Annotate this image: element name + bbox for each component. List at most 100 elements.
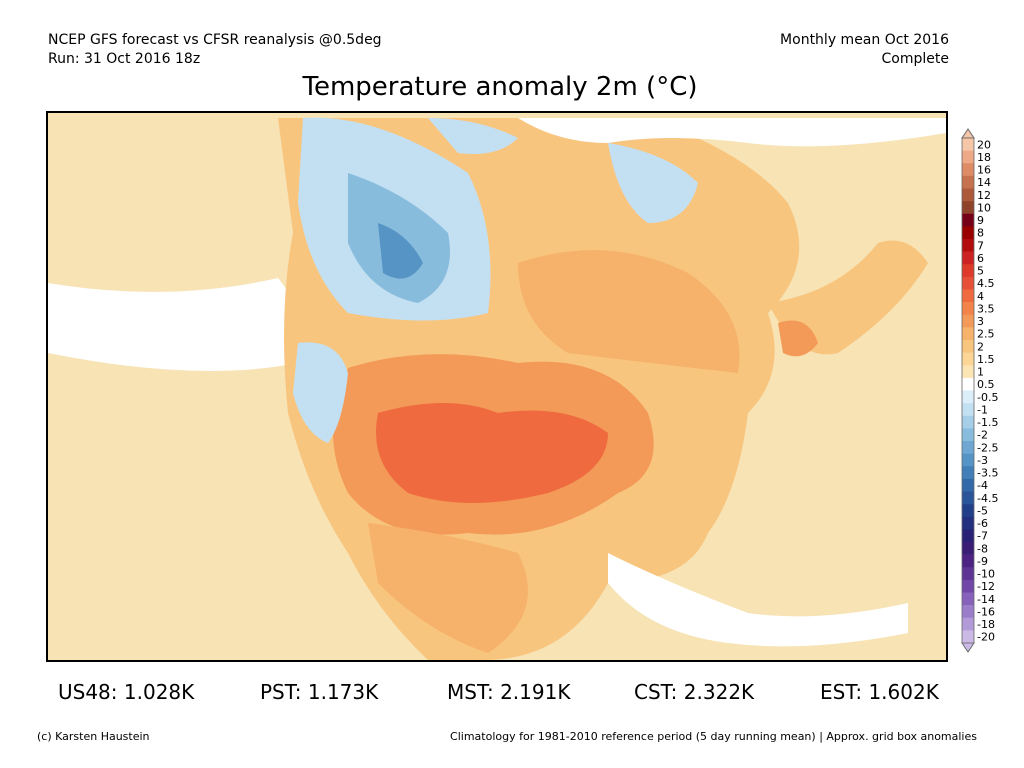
colorbar-swatch <box>962 302 974 316</box>
colorbar-label: 9 <box>977 214 984 227</box>
colorbar-label: -2.5 <box>977 441 998 454</box>
colorbar-swatch <box>962 314 974 328</box>
colorbar-swatch <box>962 403 974 417</box>
colorbar-swatch <box>962 516 974 530</box>
status-text: Complete <box>881 51 949 67</box>
header-left: NCEP GFS forecast vs CFSR reanalysis @0.… <box>48 31 382 69</box>
colorbar-label: -7 <box>977 530 988 543</box>
colorbar-swatch <box>962 264 974 278</box>
colorbar-swatch <box>962 478 974 492</box>
stat-label: CST: <box>634 680 678 704</box>
colorbar-swatch <box>962 491 974 505</box>
stat-est: EST: 1.602K <box>820 679 939 705</box>
colorbar-swatch <box>962 163 974 177</box>
map-title: Temperature anomaly 2m (°C) <box>302 72 698 102</box>
colorbar-label: 8 <box>977 227 984 240</box>
stat-value: 1.028K <box>123 680 195 704</box>
colorbar-swatch <box>962 529 974 543</box>
stat-mst: MST: 2.191K <box>447 679 570 705</box>
colorbar-swatch <box>962 327 974 341</box>
colorbar-label: 14 <box>977 176 991 189</box>
colorbar-label: -5 <box>977 504 988 517</box>
colorbar-label: 7 <box>977 239 984 252</box>
colorbar-swatch <box>962 453 974 467</box>
period-text: Monthly mean Oct 2016 <box>780 32 949 48</box>
colorbar-label: 1 <box>977 366 984 379</box>
colorbar-swatch <box>962 605 974 619</box>
colorbar-label: -14 <box>977 593 995 606</box>
colorbar-label: -4 <box>977 479 988 492</box>
colorbar-swatch <box>962 213 974 227</box>
colorbar-label: 3 <box>977 315 984 328</box>
source-text: NCEP GFS forecast vs CFSR reanalysis @0.… <box>48 32 382 48</box>
colorbar-label: 3.5 <box>977 302 995 315</box>
colorbar-label: -1 <box>977 403 988 416</box>
colorbar-swatch <box>962 466 974 480</box>
colorbar-swatch <box>962 617 974 631</box>
colorbar-label: -20 <box>977 631 995 644</box>
colorbar-swatch <box>962 554 974 568</box>
colorbar-swatch <box>962 504 974 518</box>
colorbar-swatch <box>962 289 974 303</box>
stat-label: US48: <box>58 680 118 704</box>
colorbar-label: 16 <box>977 164 991 177</box>
colorbar-label: -4.5 <box>977 492 998 505</box>
colorbar-label: 18 <box>977 151 991 164</box>
warm-spot-atlantic <box>778 320 818 357</box>
colorbar-label: 20 <box>977 138 991 151</box>
colorbar-label: 1.5 <box>977 353 995 366</box>
colorbar-swatch <box>962 579 974 593</box>
anomaly-map <box>46 111 948 662</box>
colorbar-frame <box>961 137 975 644</box>
colorbar-legend: 20 18 16 14 12 10 9 8 7 6 5 4.5 4 3.5 3 2.5 2 1.5 1 0.5 -0.5… <box>958 128 1018 653</box>
strongest-warm-region-plains <box>376 403 608 503</box>
colorbar-swatch <box>962 592 974 606</box>
stat-pst: PST: 1.173K <box>260 679 378 705</box>
colorbar-swatch <box>962 175 974 189</box>
header-right: Monthly mean Oct 2016 Complete <box>780 31 949 69</box>
colorbar-swatch <box>962 415 974 429</box>
colorbar-swatch <box>962 226 974 240</box>
colorbar-swatch <box>962 188 974 202</box>
colorbar-swatch <box>962 201 974 215</box>
colorbar-label: 2.5 <box>977 328 995 341</box>
stat-us48: US48: 1.028K <box>58 679 194 705</box>
colorbar-label: -3.5 <box>977 467 998 480</box>
colorbar-label: -3 <box>977 454 988 467</box>
colorbar-swatch <box>962 390 974 404</box>
colorbar-top-arrow <box>961 128 975 139</box>
stat-label: MST: <box>447 680 494 704</box>
stat-cst: CST: 2.322K <box>634 679 754 705</box>
near-zero-arctic-region <box>518 118 946 147</box>
colorbar-swatch <box>962 276 974 290</box>
colorbar-svg: 201816141210987654.543.532.521.510.5-0.5… <box>961 128 998 653</box>
stat-value: 2.191K <box>500 680 571 704</box>
colorbar-label: -9 <box>977 555 988 568</box>
warm-region-atlantic <box>768 240 928 355</box>
colorbar-label: -10 <box>977 568 995 581</box>
colorbar-swatch <box>962 352 974 366</box>
near-zero-pacific-region <box>48 278 301 371</box>
climatology-note: Climatology for 1981-2010 reference peri… <box>450 730 977 743</box>
colorbar-label: 0.5 <box>977 378 995 391</box>
colorbar-label: -8 <box>977 542 988 555</box>
stat-value: 1.602K <box>868 680 939 704</box>
colorbar-label: 4 <box>977 290 984 303</box>
colorbar-swatch <box>962 239 974 252</box>
cold-region-arctic <box>428 118 518 154</box>
colorbar-label: -16 <box>977 605 995 618</box>
colorbar-label: 6 <box>977 252 984 265</box>
colorbar-label: 12 <box>977 189 991 202</box>
colorbar-swatch <box>962 441 974 454</box>
run-text: Run: 31 Oct 2016 18z <box>48 51 201 67</box>
colorbar-label: -2 <box>977 429 988 442</box>
map-canvas <box>48 113 946 660</box>
colorbar-swatch <box>962 150 974 164</box>
stat-label: PST: <box>260 680 302 704</box>
colorbar-label: 2 <box>977 340 984 353</box>
credit-text: (c) Karsten Haustein <box>37 730 150 743</box>
colorbar-swatch <box>962 251 974 265</box>
colorbar-label: 5 <box>977 265 984 278</box>
colorbar-label: -0.5 <box>977 391 998 404</box>
colorbar-swatch <box>962 340 974 353</box>
